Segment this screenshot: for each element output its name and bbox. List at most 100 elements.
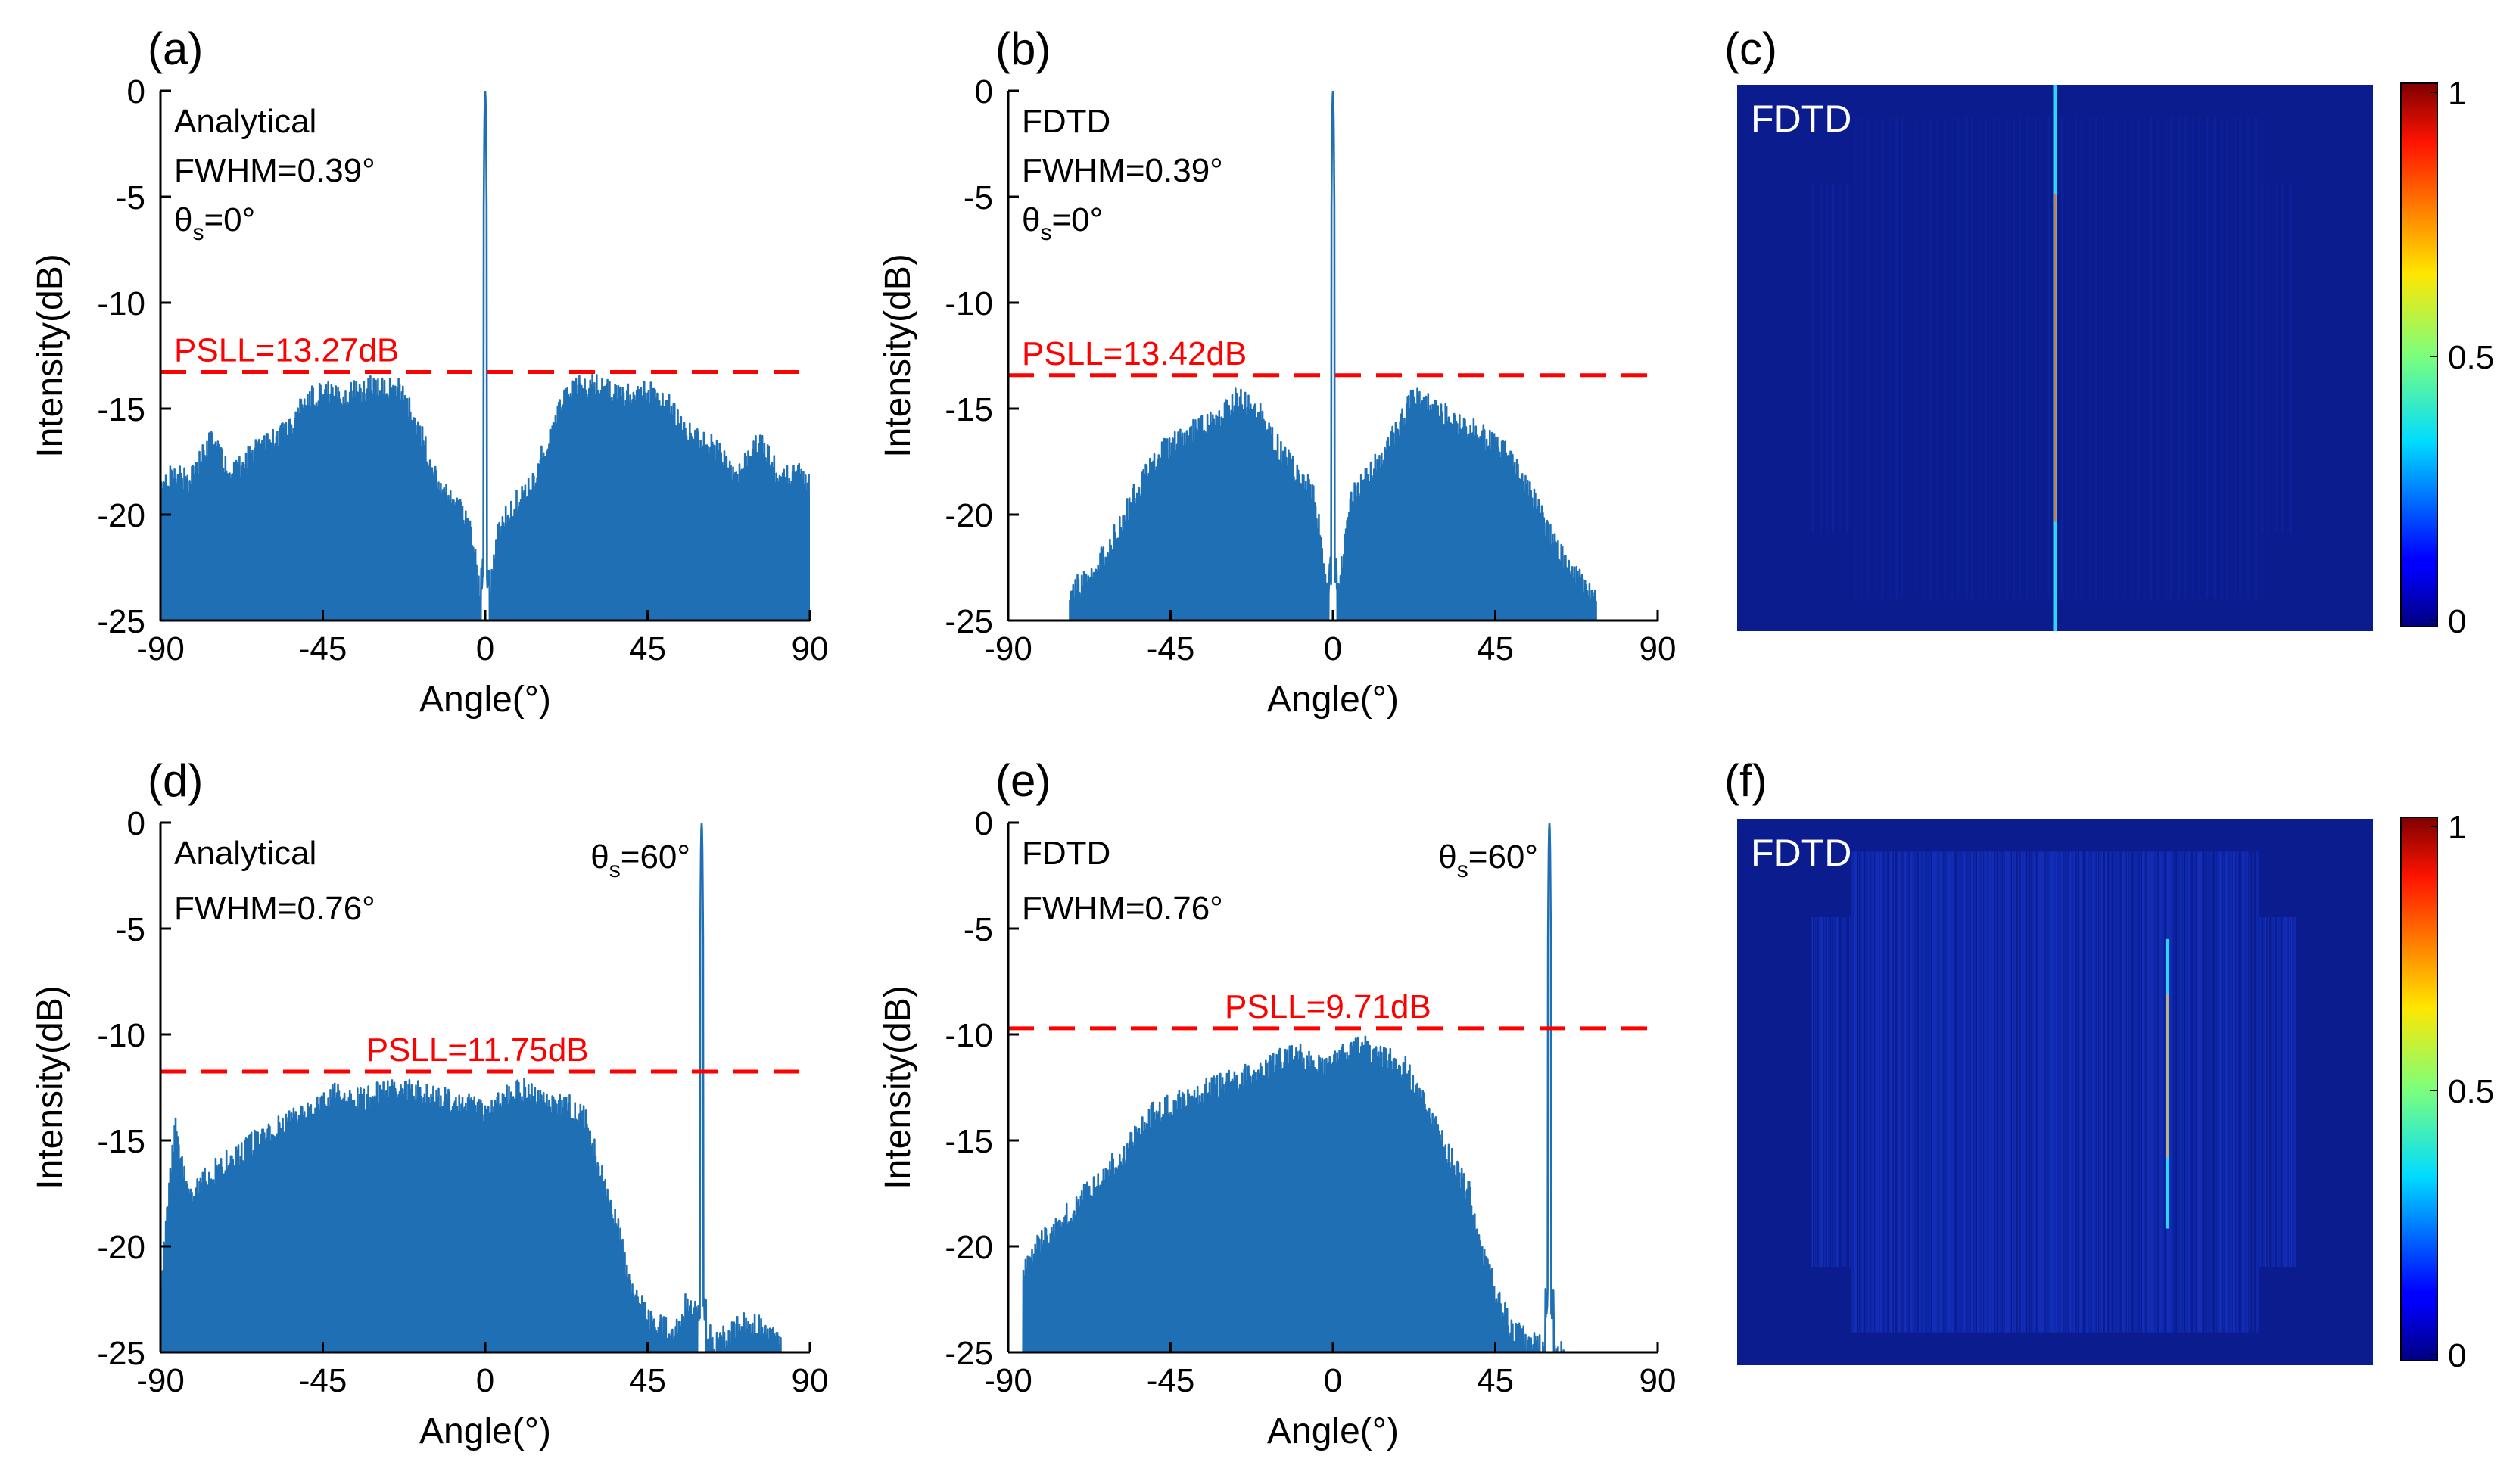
heatmap-panel-c: (c) FDTD 0 0.5 1: [1724, 23, 2494, 640]
psll-label: PSLL=9.71dB: [1225, 988, 1431, 1025]
y-tick-label: 0: [127, 805, 145, 842]
fwhm-label: FWHM=0.76°: [1022, 890, 1223, 927]
colorbar-tick-label: 0.5: [2448, 339, 2494, 376]
colorbar-tick-label: 0: [2448, 1337, 2466, 1374]
panel-d: (d) PSLL=11.75dB Analytical FWHM=0.76° θs=60…: [30, 755, 828, 1451]
y-axis-title: Intensity(dB): [878, 985, 918, 1189]
y-tick-label: -5: [116, 911, 145, 948]
y-tick-label: -25: [97, 603, 145, 640]
x-tick-label: 45: [1477, 1362, 1514, 1399]
x-tick-label: -90: [136, 1362, 185, 1399]
steer-base: θ: [1022, 201, 1040, 238]
psll-label: PSLL=13.27dB: [174, 332, 399, 369]
y-tick-label: -15: [945, 1123, 993, 1160]
y-tick-label: -15: [97, 1123, 145, 1160]
steer-rest: =60°: [621, 838, 690, 876]
panel-b: (b) PSLL=13.42dB FDTD FWHM=0.39° θs=0° -90 -45…: [878, 23, 1676, 720]
x-tick-label: -90: [984, 630, 1032, 667]
colorbar-tick-label: 1: [2448, 809, 2466, 846]
panel-e: (e) PSLL=9.71dB FDTD FWHM=0.76° θs=60° -90 -45…: [878, 755, 1676, 1451]
x-axis-title: Angle(°): [1267, 1411, 1399, 1451]
panel-label: (e): [995, 755, 1051, 806]
colorbar-tick-label: 1: [2448, 75, 2466, 112]
series-trace: [1069, 91, 1597, 621]
y-tick-label: 0: [975, 805, 993, 842]
heatmap-streaks: [1811, 117, 2292, 599]
psll-label: PSLL=13.42dB: [1022, 335, 1247, 372]
steer-label: θs=0°: [174, 201, 255, 245]
steer-base: θ: [590, 838, 609, 876]
x-tick-label: -45: [1147, 630, 1195, 667]
fwhm-label: FWHM=0.39°: [174, 152, 375, 189]
colorbar: [2400, 82, 2438, 627]
psll-label: PSLL=11.75dB: [366, 1031, 589, 1069]
series-trace: [160, 823, 782, 1352]
x-axis-title: Angle(°): [1267, 680, 1399, 720]
panel-label: (d): [148, 755, 203, 806]
x-axis-title: Angle(°): [419, 680, 551, 720]
panel-label: (b): [995, 23, 1051, 74]
y-tick-label: -10: [97, 285, 145, 322]
y-tick-label: 0: [975, 73, 993, 110]
fwhm-label: FWHM=0.39°: [1022, 152, 1223, 189]
y-tick-label: -10: [945, 1017, 993, 1054]
steer-label: θs=60°: [1438, 838, 1538, 882]
steer-sub: s: [1040, 220, 1051, 245]
y-tick-label: -5: [964, 179, 993, 216]
method-label: Analytical: [174, 835, 316, 872]
steer-sub: s: [609, 857, 621, 882]
y-tick-label: -25: [945, 603, 993, 640]
y-axis-title: Intensity(dB): [878, 254, 918, 457]
x-tick-label: 90: [1639, 1362, 1677, 1399]
method-label: FDTD: [1022, 835, 1110, 872]
x-tick-label: -45: [299, 630, 347, 667]
steer-label: θs=0°: [1022, 201, 1103, 245]
heatmap-title: FDTD: [1751, 832, 1851, 874]
y-tick-label: -20: [97, 1229, 145, 1266]
y-axis-title: Intensity(dB): [30, 254, 70, 457]
panel-a: (a) PSLL=13.27dB Analytical FWHM=0.39° θs=0°…: [30, 23, 828, 720]
y-tick-label: 0: [127, 73, 145, 110]
y-tick-label: -10: [97, 1017, 145, 1054]
y-tick-label: -10: [945, 285, 993, 322]
y-tick-label: -20: [945, 1229, 993, 1266]
x-tick-label: -45: [1147, 1362, 1195, 1399]
x-tick-label: 0: [1324, 630, 1342, 667]
x-tick-label: 90: [792, 630, 829, 667]
method-label: Analytical: [174, 103, 316, 140]
x-tick-label: 90: [792, 1362, 829, 1399]
steer-rest: =0°: [1051, 201, 1103, 238]
heatmap-title: FDTD: [1751, 98, 1851, 140]
panel-label: (c): [1724, 23, 1777, 74]
panel-label: (f): [1724, 755, 1767, 806]
x-tick-label: -90: [984, 1362, 1032, 1399]
series-trace: [1022, 823, 1565, 1352]
y-tick-label: -15: [945, 391, 993, 428]
colorbar: [2400, 817, 2438, 1361]
steer-base: θ: [174, 201, 192, 238]
x-tick-label: -45: [299, 1362, 347, 1399]
y-tick-label: -5: [964, 911, 993, 948]
steer-base: θ: [1438, 838, 1456, 876]
fwhm-label: FWHM=0.76°: [174, 890, 375, 927]
x-tick-label: 45: [1477, 630, 1514, 667]
x-tick-label: 0: [1324, 1362, 1342, 1399]
y-tick-label: -20: [97, 497, 145, 534]
colorbar-tick-label: 0: [2448, 603, 2466, 640]
heatmap-streaks: [1811, 851, 2296, 1333]
x-axis-title: Angle(°): [419, 1411, 551, 1451]
y-tick-label: -5: [116, 179, 145, 216]
x-tick-label: 0: [476, 630, 494, 667]
y-axis-title: Intensity(dB): [30, 985, 70, 1189]
x-tick-label: 45: [629, 630, 666, 667]
y-tick-label: -25: [945, 1335, 993, 1372]
steer-label: θs=60°: [590, 838, 690, 882]
panel-label: (a): [148, 23, 203, 74]
x-tick-label: 45: [629, 1362, 666, 1399]
y-tick-label: -15: [97, 391, 145, 428]
steer-rest: =60°: [1468, 838, 1538, 876]
heatmap-panel-f: (f) FDTD 0 0.5 1: [1724, 755, 2494, 1374]
steer-sub: s: [1457, 857, 1468, 882]
x-tick-label: -90: [136, 630, 185, 667]
